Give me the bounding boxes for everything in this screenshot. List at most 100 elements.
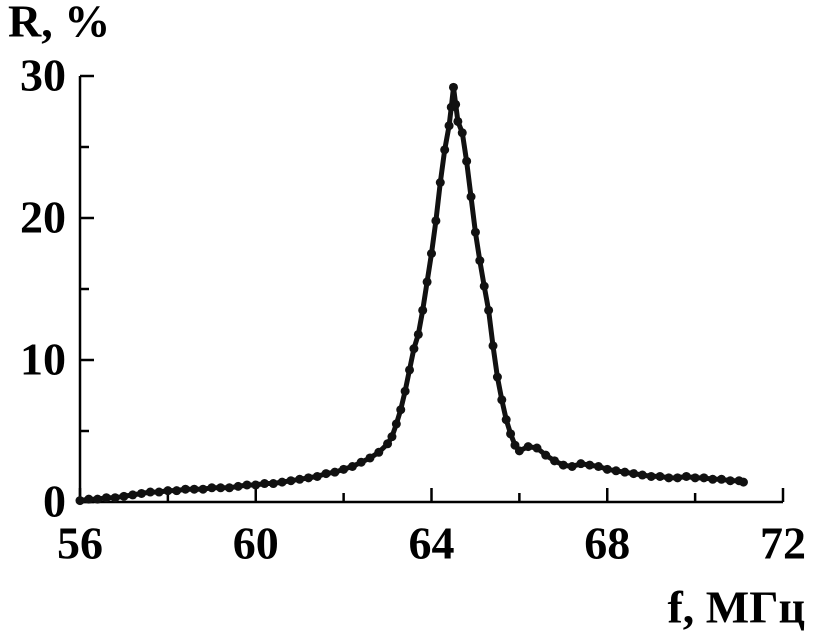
data-point [303, 473, 313, 483]
data-point [391, 419, 401, 429]
data-point [470, 227, 480, 237]
data-point [451, 99, 461, 109]
data-point [422, 277, 432, 287]
data-point [457, 128, 467, 138]
data-point [374, 447, 384, 457]
data-point [260, 479, 270, 489]
data-point [383, 439, 393, 449]
data-point [224, 483, 234, 493]
x-tick-label: 68 [584, 518, 630, 569]
data-point [119, 491, 129, 501]
data-point [479, 281, 489, 291]
data-point [585, 460, 595, 470]
data-point [154, 487, 164, 497]
y-tick-label: 10 [20, 334, 66, 385]
data-line [79, 84, 745, 504]
data-point [620, 467, 630, 477]
data-point [738, 477, 748, 487]
data-point [233, 481, 243, 491]
data-point [681, 471, 691, 481]
data-point [475, 256, 485, 266]
data-point [101, 493, 111, 503]
data-point [93, 494, 103, 504]
data-point [242, 480, 252, 490]
x-axis-label: f, МГц [667, 582, 805, 633]
data-point [286, 476, 296, 486]
data-point [655, 471, 665, 481]
data-point [75, 496, 85, 506]
x-tick-label: 72 [760, 518, 806, 569]
data-point [646, 471, 656, 481]
data-point [637, 470, 647, 480]
y-tick-label: 20 [20, 192, 66, 243]
data-point [277, 477, 287, 487]
data-point [347, 462, 357, 471]
data-point [431, 216, 441, 226]
data-point [550, 456, 560, 466]
data-point [321, 469, 331, 479]
data-point [207, 483, 217, 493]
data-point [448, 82, 458, 92]
data-point [725, 476, 735, 486]
data-point [413, 329, 423, 339]
data-point [462, 156, 472, 166]
data-point [435, 178, 445, 187]
data-point [708, 474, 718, 484]
data-point [268, 479, 278, 489]
data-point [690, 473, 700, 483]
data-point [163, 486, 173, 496]
data-point [84, 494, 94, 504]
data-point [664, 473, 674, 483]
data-point [453, 116, 463, 126]
data-point [356, 457, 366, 467]
data-point [611, 466, 621, 476]
data-point [593, 462, 603, 471]
data-point [523, 442, 533, 452]
data-point [501, 415, 511, 425]
data-point [330, 467, 340, 477]
data-point [541, 450, 551, 460]
data-point [492, 372, 502, 382]
data-point [418, 305, 428, 315]
data-point [295, 474, 305, 484]
data-point [145, 487, 155, 497]
data-point [427, 249, 436, 258]
data-point [339, 464, 349, 474]
data-point [137, 488, 147, 498]
data-point [673, 473, 683, 483]
data-point [629, 469, 639, 479]
y-tick-label: 30 [20, 50, 66, 101]
data-point [128, 490, 138, 500]
data-point [189, 484, 199, 494]
data-point [396, 405, 406, 415]
data-point [488, 341, 498, 351]
data-point [484, 305, 494, 315]
data-point [365, 453, 375, 463]
data-point [312, 471, 322, 481]
data-point [558, 460, 568, 470]
data-point [387, 432, 397, 442]
data-point [400, 386, 410, 396]
data-point [180, 484, 190, 494]
x-tick-label: 64 [409, 518, 455, 569]
x-tick-label: 60 [233, 518, 279, 569]
data-point [466, 192, 476, 202]
data-point [216, 483, 226, 493]
data-point [198, 484, 208, 494]
data-point [506, 429, 516, 439]
data-point [405, 365, 415, 375]
data-point [251, 480, 261, 490]
data-point [172, 486, 182, 496]
data-point [110, 493, 120, 503]
data-point [440, 145, 450, 155]
y-axis-label: R, % [8, 0, 110, 47]
y-tick-label: 0 [43, 476, 66, 527]
data-point [444, 121, 454, 131]
x-tick-label: 56 [57, 518, 103, 569]
data-point [716, 474, 726, 484]
data-point [497, 395, 507, 405]
data-point [576, 459, 586, 469]
data-point [409, 344, 419, 354]
data-point [699, 473, 709, 483]
